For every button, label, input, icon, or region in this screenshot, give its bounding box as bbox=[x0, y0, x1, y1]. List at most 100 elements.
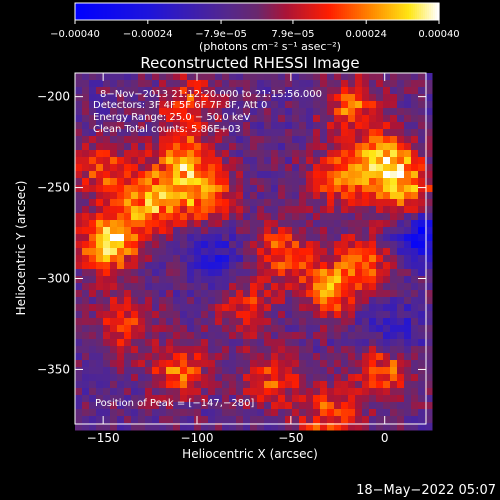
heatmap-cell bbox=[425, 304, 433, 312]
colorbar-cell bbox=[177, 3, 180, 20]
heatmap-cell bbox=[124, 304, 132, 312]
colorbar-cell bbox=[207, 3, 210, 20]
heatmap-cell bbox=[117, 248, 125, 256]
heatmap-cell bbox=[110, 367, 118, 375]
heatmap-cell bbox=[89, 367, 97, 375]
colorbar-cell bbox=[185, 3, 188, 20]
heatmap-cell bbox=[194, 115, 202, 123]
heatmap-cell bbox=[166, 122, 174, 130]
heatmap-cell bbox=[187, 367, 195, 375]
heatmap-cell bbox=[152, 199, 160, 207]
heatmap-cell bbox=[425, 80, 433, 88]
heatmap-cell bbox=[313, 199, 321, 207]
heatmap-cell bbox=[369, 402, 377, 410]
heatmap-cell bbox=[131, 192, 139, 200]
heatmap-cell bbox=[89, 395, 97, 403]
heatmap-cell bbox=[159, 213, 167, 221]
colorbar-cell bbox=[373, 3, 376, 20]
heatmap-cell bbox=[264, 157, 272, 165]
heatmap-cell bbox=[173, 227, 181, 235]
colorbar-cell bbox=[377, 3, 380, 20]
heatmap-cell bbox=[411, 318, 419, 326]
heatmap-cell bbox=[103, 220, 111, 228]
heatmap-cell bbox=[383, 192, 391, 200]
heatmap-cell bbox=[292, 241, 300, 249]
heatmap-cell bbox=[201, 409, 209, 417]
heatmap-cell bbox=[390, 241, 398, 249]
heatmap-cell bbox=[243, 115, 251, 123]
heatmap-cell bbox=[397, 227, 405, 235]
colorbar-cell bbox=[295, 3, 298, 20]
heatmap-cell bbox=[159, 206, 167, 214]
heatmap-cell bbox=[425, 248, 433, 256]
heatmap-cell bbox=[180, 241, 188, 249]
colorbar-cell bbox=[79, 3, 82, 20]
heatmap-cell bbox=[306, 276, 314, 284]
heatmap-cell bbox=[369, 101, 377, 109]
heatmap-cell bbox=[348, 73, 356, 81]
heatmap-cell bbox=[243, 185, 251, 193]
heatmap-cell bbox=[194, 73, 202, 81]
heatmap-cell bbox=[96, 248, 104, 256]
heatmap-cell bbox=[383, 220, 391, 228]
heatmap-cell bbox=[159, 395, 167, 403]
heatmap-cell bbox=[257, 164, 265, 172]
heatmap-cell bbox=[383, 171, 391, 179]
heatmap-cell bbox=[292, 311, 300, 319]
heatmap-cell bbox=[138, 318, 146, 326]
heatmap-cell bbox=[327, 402, 335, 410]
heatmap-cell bbox=[236, 164, 244, 172]
heatmap-cell bbox=[75, 241, 83, 249]
heatmap-cell bbox=[257, 241, 265, 249]
heatmap-cell bbox=[152, 374, 160, 382]
heatmap-cell bbox=[89, 304, 97, 312]
heatmap-cell bbox=[117, 157, 125, 165]
heatmap-cell bbox=[138, 353, 146, 361]
heatmap-cell bbox=[222, 248, 230, 256]
heatmap-cell bbox=[320, 283, 328, 291]
heatmap-cell bbox=[390, 423, 398, 431]
heatmap-cell bbox=[313, 332, 321, 340]
heatmap-cell bbox=[299, 143, 307, 151]
heatmap-cell bbox=[425, 206, 433, 214]
heatmap-cell bbox=[89, 353, 97, 361]
heatmap-cell bbox=[208, 374, 216, 382]
colorbar-cell bbox=[83, 3, 86, 20]
heatmap-cell bbox=[124, 367, 132, 375]
heatmap-cell bbox=[320, 157, 328, 165]
heatmap-cell bbox=[320, 290, 328, 298]
heatmap-cell bbox=[264, 108, 272, 116]
heatmap-cell bbox=[257, 115, 265, 123]
heatmap-cell bbox=[299, 423, 307, 431]
heatmap-cell bbox=[257, 262, 265, 270]
heatmap-cell bbox=[75, 129, 83, 137]
heatmap-cell bbox=[243, 402, 251, 410]
heatmap-cell bbox=[355, 136, 363, 144]
heatmap-cell bbox=[236, 339, 244, 347]
heatmap-cell bbox=[411, 416, 419, 424]
heatmap-cell bbox=[306, 283, 314, 291]
heatmap-cell bbox=[173, 276, 181, 284]
heatmap-cell bbox=[180, 220, 188, 228]
heatmap-cell bbox=[201, 122, 209, 130]
heatmap-cell bbox=[201, 241, 209, 249]
heatmap-cell bbox=[208, 311, 216, 319]
heatmap-cell bbox=[152, 94, 160, 102]
heatmap-cell bbox=[369, 115, 377, 123]
heatmap-cell bbox=[229, 276, 237, 284]
heatmap-cell bbox=[96, 101, 104, 109]
heatmap-cell bbox=[376, 213, 384, 221]
heatmap-cell bbox=[306, 136, 314, 144]
heatmap-cell bbox=[124, 346, 132, 354]
heatmap-cell bbox=[341, 262, 349, 270]
heatmap-cell bbox=[166, 381, 174, 389]
heatmap-cell bbox=[75, 206, 83, 214]
heatmap-cell bbox=[250, 192, 258, 200]
heatmap-cell bbox=[313, 115, 321, 123]
heatmap-cell bbox=[278, 360, 286, 368]
heatmap-cell bbox=[278, 150, 286, 158]
heatmap-cell bbox=[124, 73, 132, 81]
heatmap-cell bbox=[96, 87, 104, 95]
heatmap-cell bbox=[271, 311, 279, 319]
heatmap-cell bbox=[411, 87, 419, 95]
